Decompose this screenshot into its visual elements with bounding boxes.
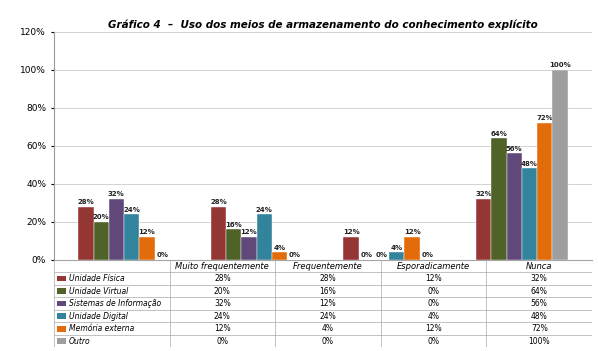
- Text: 12%: 12%: [240, 230, 257, 236]
- Text: 12%: 12%: [425, 274, 442, 283]
- Bar: [56, 301, 66, 306]
- Text: 0%: 0%: [289, 252, 301, 258]
- Bar: [211, 206, 226, 260]
- Text: 100%: 100%: [549, 62, 571, 68]
- Text: Esporadicamente: Esporadicamente: [397, 261, 470, 271]
- Text: 56%: 56%: [506, 146, 523, 152]
- Text: 24%: 24%: [256, 207, 273, 213]
- Text: 4%: 4%: [428, 312, 440, 321]
- Text: 4%: 4%: [390, 245, 403, 251]
- Bar: [537, 123, 553, 260]
- Text: 24%: 24%: [214, 312, 231, 321]
- Text: 28%: 28%: [78, 199, 94, 205]
- Text: 32%: 32%: [531, 274, 548, 283]
- Bar: [343, 237, 359, 260]
- Bar: [78, 206, 93, 260]
- Text: 48%: 48%: [521, 161, 538, 167]
- Bar: [226, 229, 242, 260]
- Bar: [56, 276, 66, 282]
- Text: Unidade Física: Unidade Física: [69, 274, 124, 283]
- Bar: [507, 153, 522, 260]
- Text: 72%: 72%: [531, 324, 548, 333]
- Text: 12%: 12%: [139, 230, 155, 236]
- Bar: [56, 288, 66, 294]
- Text: Unidade Digital: Unidade Digital: [69, 312, 128, 321]
- Bar: [109, 199, 124, 260]
- Text: 0%: 0%: [376, 252, 388, 258]
- Bar: [553, 69, 568, 260]
- Text: 32%: 32%: [475, 191, 492, 197]
- Text: Unidade Virtual: Unidade Virtual: [69, 286, 128, 296]
- Text: 48%: 48%: [531, 312, 548, 321]
- Bar: [56, 313, 66, 319]
- Bar: [272, 252, 287, 260]
- Text: Nunca: Nunca: [526, 261, 553, 271]
- Text: 4%: 4%: [273, 245, 286, 251]
- Bar: [389, 252, 404, 260]
- Text: Muito frequentemente: Muito frequentemente: [175, 261, 269, 271]
- Bar: [492, 138, 507, 260]
- Text: 16%: 16%: [225, 222, 242, 228]
- Text: 64%: 64%: [490, 131, 507, 137]
- Text: 0%: 0%: [428, 299, 440, 308]
- Text: 28%: 28%: [210, 199, 227, 205]
- Text: 72%: 72%: [536, 115, 553, 121]
- Text: 28%: 28%: [320, 274, 336, 283]
- Text: 0%: 0%: [428, 337, 440, 346]
- Text: 24%: 24%: [319, 312, 336, 321]
- Bar: [476, 199, 492, 260]
- Text: 12%: 12%: [404, 230, 420, 236]
- Bar: [139, 237, 154, 260]
- Text: 0%: 0%: [322, 337, 334, 346]
- Text: 56%: 56%: [531, 299, 548, 308]
- Text: 0%: 0%: [422, 252, 434, 258]
- Text: 12%: 12%: [343, 230, 359, 236]
- Text: Gráfico 4  –  Uso dos meios de armazenamento do conhecimento explícito: Gráfico 4 – Uso dos meios de armazenamen…: [108, 19, 538, 30]
- Bar: [404, 237, 420, 260]
- Text: 0%: 0%: [428, 286, 440, 296]
- Bar: [124, 214, 139, 260]
- Bar: [56, 326, 66, 331]
- Bar: [522, 168, 537, 260]
- Bar: [242, 237, 257, 260]
- Text: 100%: 100%: [529, 337, 550, 346]
- Text: 32%: 32%: [214, 299, 231, 308]
- Bar: [257, 214, 272, 260]
- Text: Frequentemente: Frequentemente: [293, 261, 363, 271]
- Text: 24%: 24%: [123, 207, 140, 213]
- Text: Memória externa: Memória externa: [69, 324, 134, 333]
- Bar: [56, 338, 66, 344]
- Text: 12%: 12%: [320, 299, 336, 308]
- Text: Sistemas de Informação: Sistemas de Informação: [69, 299, 161, 308]
- Text: Outro: Outro: [69, 337, 90, 346]
- Text: 20%: 20%: [93, 214, 109, 220]
- Text: 0%: 0%: [156, 252, 168, 258]
- Text: 16%: 16%: [319, 286, 336, 296]
- Text: 12%: 12%: [214, 324, 231, 333]
- Text: 4%: 4%: [322, 324, 334, 333]
- Text: 12%: 12%: [425, 324, 442, 333]
- Text: 20%: 20%: [214, 286, 231, 296]
- Text: 0%: 0%: [361, 252, 373, 258]
- Text: 32%: 32%: [108, 191, 125, 197]
- Text: 28%: 28%: [214, 274, 231, 283]
- Bar: [93, 222, 109, 260]
- Text: 64%: 64%: [531, 286, 548, 296]
- Text: 0%: 0%: [216, 337, 228, 346]
